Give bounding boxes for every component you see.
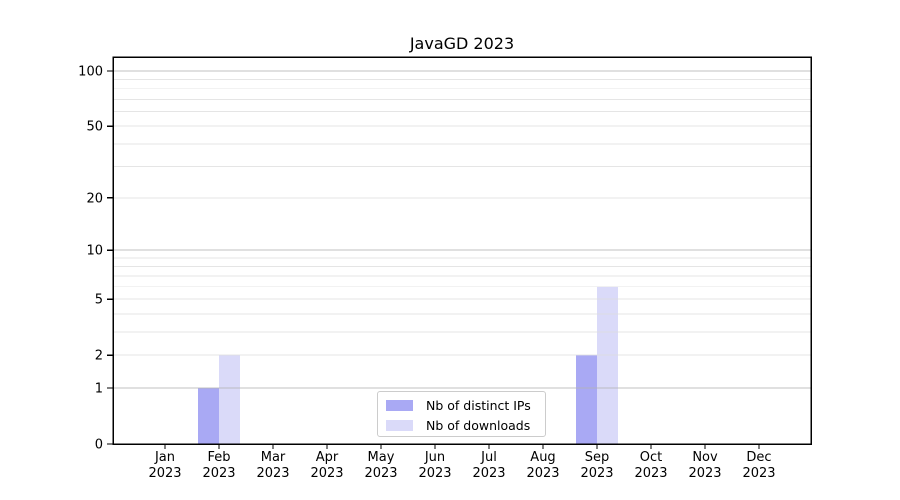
x-axis-tick-label-month: Dec <box>746 450 771 465</box>
x-axis-tick-label-month: Nov <box>692 450 718 465</box>
x-axis-tick-label-year: 2023 <box>472 466 505 481</box>
chart-title: JavaGD 2023 <box>409 34 515 53</box>
bar-nb-of-distinct-ips-sep <box>576 355 597 444</box>
legend-swatch-downloads <box>386 419 413 431</box>
x-axis-tick-label-month: Feb <box>207 450 230 465</box>
x-axis-tick-label-month: Jun <box>424 450 445 465</box>
x-axis-tick-label-year: 2023 <box>526 466 559 481</box>
x-axis-tick-label-year: 2023 <box>580 466 613 481</box>
y-axis-tick-label: 50 <box>86 120 103 135</box>
x-axis-tick-label-year: 2023 <box>202 466 235 481</box>
bar-nb-of-downloads-sep <box>597 286 618 444</box>
y-axis-tick-label: 5 <box>95 293 103 308</box>
x-axis-tick-label-year: 2023 <box>310 466 343 481</box>
x-axis-tick-label-year: 2023 <box>634 466 667 481</box>
x-axis-tick-label-year: 2023 <box>364 466 397 481</box>
y-axis-tick-label: 0 <box>95 438 103 453</box>
bar-nb-of-distinct-ips-feb <box>198 387 219 444</box>
x-axis-tick-label-year: 2023 <box>148 466 181 481</box>
y-axis-tick-label: 10 <box>86 244 103 259</box>
y-axis-tick-label: 20 <box>86 191 103 206</box>
y-axis-tick-label: 1 <box>95 381 103 396</box>
legend-label-distinct-ips: Nb of distinct IPs <box>426 397 531 413</box>
x-axis-tick-label-month: Sep <box>585 450 610 465</box>
x-axis-tick-label-year: 2023 <box>418 466 451 481</box>
y-axis-tick-label: 2 <box>95 349 103 364</box>
x-axis-tick-label-year: 2023 <box>688 466 721 481</box>
bar-nb-of-downloads-feb <box>219 355 240 444</box>
x-axis-tick-label-month: Oct <box>640 450 662 465</box>
legend-swatch-distinct-ips <box>386 399 413 411</box>
legend-item-distinct-ips: Nb of distinct IPs <box>386 395 545 415</box>
y-axis-tick-label: 100 <box>78 64 103 79</box>
x-axis-tick-label-year: 2023 <box>256 466 289 481</box>
x-axis-tick-label-month: Jan <box>154 450 175 465</box>
x-axis-tick-label-year: 2023 <box>742 466 775 481</box>
x-axis-tick-label-month: May <box>368 450 395 465</box>
legend-item-downloads: Nb of downloads <box>386 415 545 435</box>
legend-label-downloads: Nb of downloads <box>426 417 531 433</box>
x-axis-tick-label-month: Jul <box>480 450 497 465</box>
x-axis-tick-label-month: Mar <box>261 450 286 465</box>
legend: Nb of distinct IPs Nb of downloads <box>377 391 546 437</box>
x-axis-tick-label-month: Aug <box>530 450 555 465</box>
x-axis-tick-label-month: Apr <box>316 450 339 465</box>
